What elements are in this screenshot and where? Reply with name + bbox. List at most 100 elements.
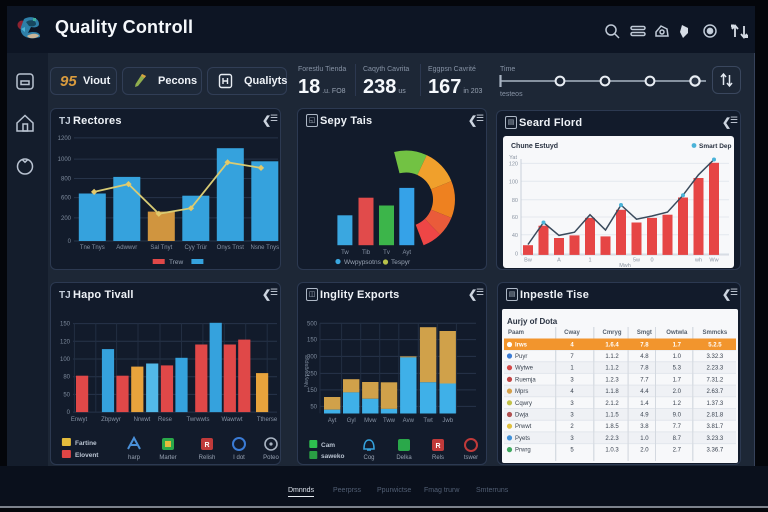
svg-text:80: 80 [63,375,70,381]
svg-text:Relish: Relish [199,455,216,461]
svg-text:80: 80 [512,198,518,204]
svg-text:Marter: Marter [159,455,176,461]
svg-text:95: 95 [60,73,77,90]
svg-text:R: R [204,442,209,449]
svg-text:5w: 5w [633,258,640,264]
svg-text:Rese: Rese [158,417,173,423]
svg-text:Cyy Trür: Cyy Trür [184,245,207,251]
svg-text:Chune Estuyd: Chune Estuyd [511,143,558,150]
svg-text:Tib: Tib [362,250,371,256]
svg-text:3: 3 [570,413,574,419]
svg-text:harp: harp [128,455,141,461]
svg-text:Delka: Delka [396,455,412,461]
svg-text:Gyl: Gyl [347,418,356,424]
svg-text:2: 2 [570,424,574,430]
svg-text:Rels: Rels [432,455,444,461]
svg-text:Twrwwts: Twrwwts [187,417,210,423]
svg-text:Cway: Cway [564,330,580,336]
svg-text:9.0: 9.0 [673,413,682,419]
svg-text:Pyets: Pyets [515,436,530,442]
svg-text:Ayt: Ayt [328,418,337,424]
svg-text:150: 150 [307,388,318,394]
svg-text:Wawrwt: Wawrwt [221,417,242,423]
svg-text:4.8: 4.8 [640,354,649,360]
svg-text:Cqwry: Cqwry [515,401,532,407]
svg-text:2.63.7: 2.63.7 [707,389,724,395]
svg-text:1.1.2: 1.1.2 [605,354,619,360]
svg-text:4.9: 4.9 [640,413,649,419]
svg-text:Bw: Bw [524,258,532,264]
svg-text:1.4: 1.4 [640,401,649,407]
svg-text:Tne Tnys: Tne Tnys [80,245,105,251]
svg-text:0: 0 [67,410,71,416]
svg-text:Nrwwt: Nrwwt [134,417,151,423]
svg-text:50: 50 [63,392,70,398]
svg-text:Wytwe: Wytwe [515,366,534,372]
svg-text:Cam: Cam [321,442,335,449]
svg-text:1.1.8: 1.1.8 [605,389,619,395]
svg-text:7.8: 7.8 [640,366,649,372]
svg-text:40: 40 [512,233,518,239]
svg-text:3.8: 3.8 [640,424,649,430]
svg-text:Jwb: Jwb [442,418,453,424]
svg-text:Ruemja: Ruemja [515,377,536,383]
svg-text:100: 100 [509,179,518,185]
svg-text:1.0.3: 1.0.3 [605,448,619,454]
svg-text:Trew: Trew [169,259,184,266]
svg-text:Ww: Ww [709,258,718,264]
svg-text:3: 3 [570,436,574,442]
svg-text:1.8.5: 1.8.5 [605,424,619,430]
svg-text:Zbpwyr: Zbpwyr [101,417,121,423]
svg-text:5.3: 5.3 [673,366,682,372]
svg-text:Puyr: Puyr [515,354,527,360]
svg-text:300: 300 [307,354,318,360]
svg-text:Paam: Paam [508,330,524,336]
svg-text:4: 4 [570,389,574,395]
svg-text:7.7: 7.7 [640,377,649,383]
svg-text:Mvw: Mvw [364,418,377,424]
svg-text:Nwypwgspys: Nwypwgspys [304,355,310,387]
svg-text:0: 0 [650,258,653,264]
svg-text:7: 7 [570,354,574,360]
svg-text:Tespyr: Tespyr [391,259,411,266]
svg-text:0: 0 [515,252,518,258]
svg-text:Dwja: Dwja [515,413,529,419]
svg-text:120: 120 [509,161,518,167]
svg-text:Avw: Avw [403,418,415,424]
svg-text:1200: 1200 [58,136,72,142]
svg-text:1.37.3: 1.37.3 [707,401,724,407]
svg-text:Wwpypsotns: Wwpypsotns [344,259,382,266]
svg-text:tswer: tswer [464,455,478,461]
svg-text:200: 200 [61,216,72,222]
svg-text:Tww: Tww [383,418,396,424]
svg-text:1.7: 1.7 [673,377,682,383]
svg-text:Adwwvr: Adwwvr [116,245,137,251]
svg-text:Cmryg: Cmryg [602,330,621,336]
svg-text:150: 150 [307,338,318,344]
svg-text:800: 800 [61,177,72,183]
svg-text:2.0: 2.0 [673,389,682,395]
svg-text:Smmcks: Smmcks [703,330,728,336]
svg-text:2.7: 2.7 [673,448,682,454]
svg-text:2.0: 2.0 [640,448,649,454]
svg-text:Mwh: Mwh [619,263,631,269]
svg-text:3.32.3: 3.32.3 [707,354,724,360]
svg-text:2.2.3: 2.2.3 [605,436,619,442]
svg-text:Owtwla: Owtwla [666,330,688,336]
svg-text:50: 50 [310,404,317,410]
svg-text:5: 5 [570,448,574,454]
svg-text:I dot: I dot [233,455,245,461]
svg-text:Fartine: Fartine [75,440,97,447]
svg-text:Nsne Tnys: Nsne Tnys [251,245,280,251]
svg-text:7.8: 7.8 [640,343,649,349]
svg-text:Prwwt: Prwwt [515,424,532,430]
svg-text:1.0: 1.0 [640,436,649,442]
svg-text:4: 4 [570,343,574,349]
svg-text:600: 600 [61,196,72,202]
svg-text:1.7: 1.7 [673,343,682,349]
svg-text:Enwyt: Enwyt [71,417,88,423]
svg-text:Ayt: Ayt [403,250,412,256]
svg-text:60: 60 [512,215,518,221]
svg-text:Cog: Cog [363,455,374,461]
svg-text:3.36.7: 3.36.7 [707,448,724,454]
